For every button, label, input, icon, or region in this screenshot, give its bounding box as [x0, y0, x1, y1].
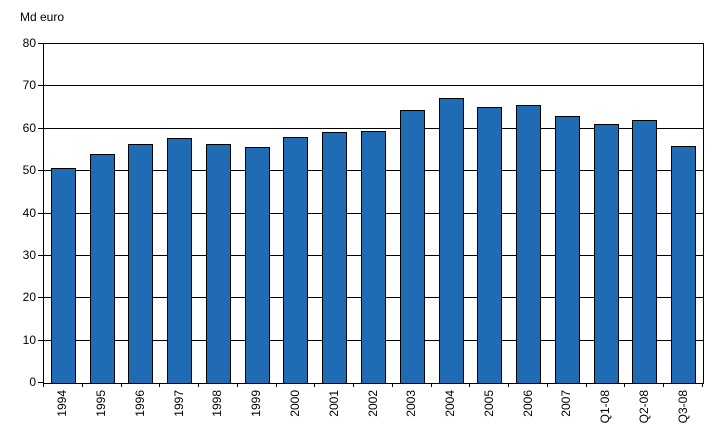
- bar-1997: [167, 138, 193, 383]
- x-tick-label-1995: 1995: [94, 390, 109, 417]
- y-tick-label-50: 50: [22, 163, 36, 178]
- y-tick-label-70: 70: [22, 78, 36, 93]
- x-tick-label-2006: 2006: [520, 390, 535, 417]
- x-tick-mark: [469, 383, 470, 387]
- bar-2007: [554, 116, 580, 383]
- y-tick-label-80: 80: [22, 36, 36, 50]
- y-tick-mark: [38, 382, 43, 383]
- x-tick-mark: [314, 383, 315, 387]
- bar-2003: [399, 110, 425, 383]
- x-tick-label-Q2-08: Q2-08: [636, 390, 651, 424]
- y-tick-label-30: 30: [22, 247, 36, 262]
- bar-Q3-08: [671, 146, 697, 383]
- x-tick-mark: [353, 383, 354, 387]
- bar-2005: [477, 107, 503, 383]
- x-tick-label-2001: 2001: [326, 390, 341, 417]
- x-tick-mark: [624, 383, 625, 387]
- bar-Q1-08: [593, 124, 619, 383]
- bar-1999: [244, 147, 270, 383]
- bar-Q2-08: [632, 120, 658, 383]
- x-tick-label-2007: 2007: [559, 390, 574, 417]
- bar-1998: [205, 144, 231, 383]
- x-tick-mark: [431, 383, 432, 387]
- x-tick-mark: [392, 383, 393, 387]
- y-tick-label-40: 40: [22, 205, 36, 220]
- y-tick-label-20: 20: [22, 290, 36, 305]
- x-tick-label-1994: 1994: [55, 390, 70, 417]
- x-tick-label-1996: 1996: [132, 390, 147, 417]
- x-tick-mark: [43, 383, 44, 387]
- x-tick-mark: [508, 383, 509, 387]
- y-tick-mark: [38, 43, 43, 44]
- y-tick-mark: [38, 254, 43, 256]
- x-tick-label-1999: 1999: [249, 390, 264, 417]
- x-tick-label-2003: 2003: [404, 390, 419, 417]
- bar-1995: [89, 154, 115, 383]
- y-tick-mark: [38, 212, 43, 214]
- x-tick-mark: [82, 383, 83, 387]
- x-tick-label-1997: 1997: [171, 390, 186, 417]
- bar-2002: [361, 131, 386, 383]
- y-tick-label-0: 0: [29, 375, 36, 389]
- bar-1996: [128, 144, 154, 383]
- x-tick-mark: [702, 383, 703, 387]
- x-tick-mark: [121, 383, 122, 387]
- x-tick-mark: [237, 383, 238, 387]
- x-tick-label-Q1-08: Q1-08: [598, 390, 613, 424]
- x-tick-label-Q3-08: Q3-08: [675, 390, 690, 424]
- x-tick-mark: [159, 383, 160, 387]
- bar-2004: [438, 98, 464, 383]
- y-tick-mark: [38, 170, 43, 172]
- x-tick-mark: [663, 383, 664, 387]
- x-tick-mark: [586, 383, 587, 387]
- x-tick-label-2004: 2004: [443, 390, 458, 417]
- y-tick-mark: [38, 85, 43, 87]
- chart-title: Md euro: [20, 10, 65, 24]
- y-tick-label-10: 10: [22, 332, 36, 347]
- bar-2001: [322, 132, 348, 383]
- y-tick-label-60: 60: [22, 120, 36, 135]
- bar-1994: [50, 168, 76, 383]
- x-tick-mark: [547, 383, 548, 387]
- y-tick-mark: [38, 339, 43, 341]
- x-tick-mark: [198, 383, 199, 387]
- x-tick-label-2000: 2000: [287, 390, 302, 417]
- x-tick-label-2002: 2002: [365, 390, 380, 417]
- gridline-60: [44, 127, 703, 129]
- x-tick-label-1998: 1998: [210, 390, 225, 417]
- x-tick-mark: [276, 383, 277, 387]
- plot-area: [43, 43, 704, 384]
- bar-2006: [516, 105, 542, 383]
- y-tick-mark: [38, 297, 43, 299]
- bar-2000: [283, 137, 309, 383]
- y-tick-mark: [38, 127, 43, 129]
- x-tick-label-2005: 2005: [481, 390, 496, 417]
- gridline-70: [44, 85, 703, 87]
